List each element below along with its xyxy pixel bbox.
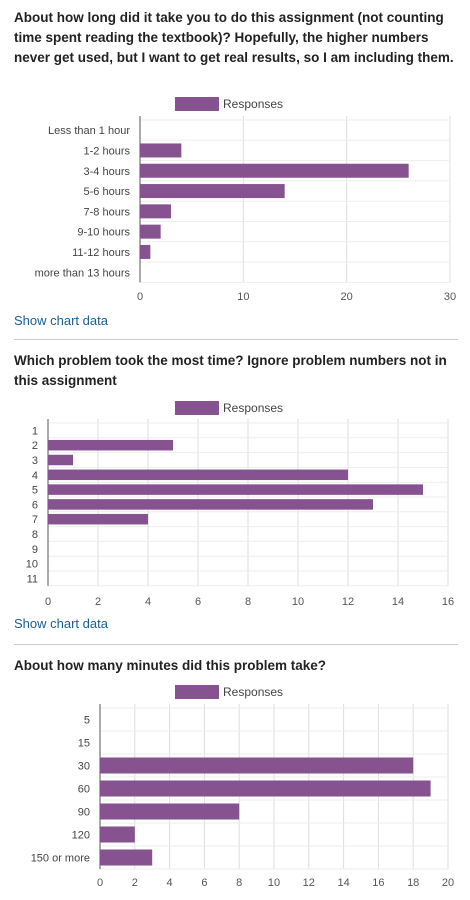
- legend-label: Responses: [223, 401, 284, 415]
- bar: [48, 499, 373, 510]
- category-label: 2: [32, 440, 38, 452]
- bar: [100, 826, 135, 843]
- chart-legend: Responses: [175, 96, 283, 112]
- bar: [48, 439, 173, 451]
- bar: [140, 163, 409, 178]
- bar: [48, 454, 73, 466]
- category-label: 30: [78, 761, 90, 773]
- x-tick-label: 4: [167, 877, 173, 889]
- category-label: 9: [32, 544, 38, 556]
- category-label: 150 or more: [31, 853, 90, 865]
- category-label: 90: [78, 807, 90, 819]
- bar: [100, 780, 431, 797]
- x-tick-label: 20: [442, 877, 454, 889]
- bar: [100, 803, 240, 820]
- legend-label: Responses: [223, 685, 284, 699]
- section-divider: [14, 644, 458, 645]
- x-tick-label: 10: [292, 596, 304, 608]
- x-tick-label: 18: [407, 877, 419, 889]
- x-tick-label: 16: [442, 596, 454, 608]
- legend-label: Responses: [223, 97, 284, 111]
- category-label: 15: [78, 738, 90, 750]
- category-label: 60: [78, 784, 90, 796]
- chart-legend: Responses: [175, 400, 283, 416]
- category-label: more than 13 hours: [35, 267, 131, 279]
- category-label: 5: [84, 715, 90, 727]
- x-tick-label: 12: [303, 877, 315, 889]
- x-tick-label: 8: [236, 877, 242, 889]
- bar: [48, 484, 423, 495]
- bar: [100, 849, 153, 866]
- x-tick-label: 16: [372, 877, 384, 889]
- x-tick-label: 12: [342, 596, 354, 608]
- x-tick-label: 10: [237, 291, 249, 303]
- bar: [140, 244, 151, 259]
- x-tick-label: 10: [268, 877, 280, 889]
- category-label: 3-4 hours: [84, 166, 131, 178]
- section-divider: [14, 339, 458, 340]
- bar: [140, 204, 171, 219]
- x-tick-label: 2: [132, 877, 138, 889]
- legend-swatch: [175, 685, 219, 699]
- category-label: 7: [32, 514, 38, 526]
- x-tick-label: 14: [392, 596, 404, 608]
- question-title: About how many minutes did this problem …: [14, 658, 327, 673]
- x-tick-label: 0: [137, 291, 143, 303]
- x-tick-label: 30: [444, 291, 456, 303]
- bar: [140, 184, 285, 199]
- category-label: 120: [72, 830, 90, 842]
- x-tick-label: 20: [341, 291, 353, 303]
- x-tick-label: 0: [97, 877, 103, 889]
- question-section-2: Which problem took the most time? Ignore…: [14, 353, 458, 645]
- category-label: 1: [32, 425, 38, 437]
- x-tick-label: 14: [337, 877, 349, 889]
- category-label: 1-2 hours: [84, 145, 131, 157]
- x-tick-label: 6: [201, 877, 207, 889]
- x-tick-label: 4: [145, 596, 151, 608]
- bar: [100, 757, 414, 774]
- category-label: 3: [32, 455, 38, 467]
- category-label: 7-8 hours: [84, 206, 131, 218]
- x-tick-label: 6: [195, 596, 201, 608]
- category-label: 8: [32, 529, 38, 541]
- category-label: 9-10 hours: [77, 227, 130, 239]
- bar: [48, 513, 148, 525]
- category-label: 10: [26, 559, 38, 571]
- x-tick-label: 2: [95, 596, 101, 608]
- bar: [140, 143, 182, 158]
- bar-chart: 5 15 30 60 90 120 150 or more 0 2 4 6 8 10 12 14 16 18 20: [31, 704, 454, 889]
- category-label: 11-12 hours: [72, 247, 130, 259]
- category-label: 4: [32, 470, 38, 482]
- show-chart-data-link[interactable]: Show chart data: [14, 313, 108, 328]
- question-title: About how long did it take you to do thi…: [14, 10, 454, 65]
- show-chart-data-link[interactable]: Show chart data: [14, 616, 108, 631]
- chart-legend: Responses: [175, 684, 283, 700]
- category-label: 5-6 hours: [84, 186, 131, 198]
- bar: [140, 224, 161, 239]
- category-label: 11: [27, 573, 38, 585]
- question-section-1: About how long did it take you to do thi…: [0, 0, 470, 340]
- category-label: Less than 1 hour: [48, 125, 130, 137]
- bar: [48, 469, 348, 481]
- legend-swatch: [175, 97, 219, 111]
- category-label: 5: [32, 485, 38, 497]
- bar-chart: Less than 1 hour 1-2 hours 3-4 hours 5-6 ho…: [35, 116, 456, 303]
- x-tick-label: 0: [45, 596, 51, 608]
- question-title: Which problem took the most time? Ignore…: [14, 353, 447, 388]
- category-label: 6: [32, 499, 38, 511]
- x-tick-label: 8: [245, 596, 251, 608]
- legend-swatch: [175, 401, 219, 415]
